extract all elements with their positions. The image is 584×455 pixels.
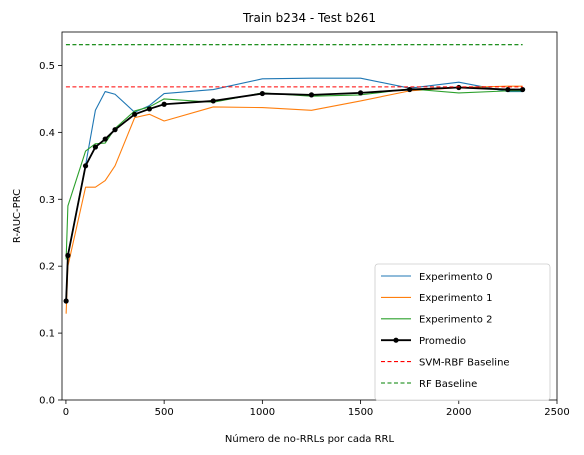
data-point-promedio [82, 163, 89, 169]
data-point-promedio [505, 86, 511, 93]
data-point-promedio [357, 90, 364, 96]
data-point-promedio [65, 252, 71, 259]
data-point-promedio [259, 90, 265, 97]
y-tick-label: 0.1 [39, 329, 55, 340]
x-tick-label: 1500 [348, 407, 373, 418]
legend: Experimento 0 Experimento 1 Experimento 2 P… [374, 263, 551, 401]
y-tick-label: 0.2 [39, 262, 55, 273]
x-tick-label: 0 [63, 407, 69, 418]
y-tick-label: 0.3 [39, 195, 55, 206]
y-axis-label: R-AUC-PRC [12, 189, 23, 243]
legend-marker [393, 337, 399, 343]
data-point-promedio [112, 127, 118, 133]
y-tick-label: 0.4 [39, 128, 55, 139]
legend-box [374, 263, 551, 401]
plot-frame [61, 31, 558, 401]
data-point-promedio [456, 84, 462, 91]
data-point-promedio [146, 106, 153, 112]
chart-title: Train b234 - Test b261 [242, 11, 376, 25]
ticks-layer: 0 500 1000 1500 2000 2500 0.0 0.1 0.2 0.3 0.4 0.5 [39, 61, 570, 418]
y-tick-label: 0.0 [39, 396, 55, 407]
series-line-experimento-0 [65, 77, 523, 301]
x-axis-label: Número de no-RRLs por cada RRL [225, 433, 395, 445]
legend-label: Experimento 2 [419, 315, 492, 326]
data-point-promedio [102, 136, 108, 142]
x-tick-label: 500 [155, 407, 174, 418]
data-point-promedio [308, 92, 315, 98]
legend-label: SVM-RBF Baseline [419, 357, 510, 368]
legend-label: RF Baseline [419, 379, 477, 390]
data-point-promedio [161, 101, 167, 107]
data-point-promedio [132, 111, 138, 117]
y-tick-label: 0.5 [39, 61, 55, 72]
data-point-promedio [63, 298, 69, 304]
series-layer [63, 44, 526, 314]
data-point-promedio [210, 98, 216, 104]
data-point-promedio [520, 86, 526, 93]
x-tick-label: 2000 [446, 407, 471, 418]
data-point-promedio [407, 86, 413, 93]
x-tick-label: 2500 [544, 407, 569, 418]
legend-label: Promedio [419, 336, 466, 347]
legend-label: Experimento 1 [419, 293, 492, 304]
legend-label: Experimento 0 [419, 272, 492, 283]
series-line-experimento-2 [65, 88, 523, 260]
data-point-promedio [92, 144, 98, 150]
x-tick-label: 1000 [250, 407, 275, 418]
